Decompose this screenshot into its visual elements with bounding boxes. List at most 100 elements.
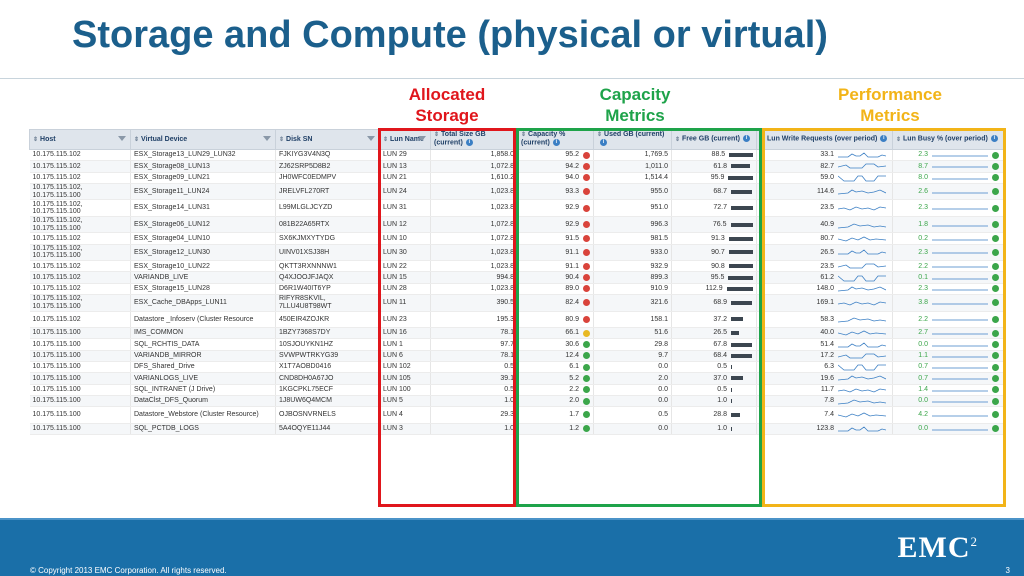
cell-virtual-device: VARIANLOGS_LIVE — [130, 372, 276, 385]
filter-icon[interactable] — [367, 136, 375, 141]
cell-host: 10.175.115.102, 10.175.115.100 — [29, 294, 131, 312]
write-sparkline — [838, 317, 886, 323]
col-header-lun-name[interactable]: ⇕ Lun Name — [379, 129, 431, 150]
sort-icon[interactable]: ⇕ — [597, 132, 603, 139]
table-row[interactable]: 10.175.115.102, 10.175.115.100 ESX_Storag… — [29, 183, 1004, 201]
table-row[interactable]: 10.175.115.100 DFS_Shared_Drive X1T7AOBD04… — [29, 361, 1004, 374]
cell-capacity: 94.2 — [517, 160, 594, 173]
info-icon[interactable]: i — [552, 139, 560, 147]
info-icon[interactable]: i — [465, 139, 473, 147]
sort-icon[interactable]: ⇕ — [383, 136, 389, 143]
table-row[interactable]: 10.175.115.102 ESX_Storage08_LUN13 ZJ62SRP… — [29, 160, 1004, 173]
col-header-free-gb[interactable]: ⇕ Free GB (current) i — [671, 129, 757, 150]
table-row[interactable]: 10.175.115.100 SQL_PCTDB_LOGS 5A4OQYE11J44… — [29, 423, 1004, 435]
table-row[interactable]: 10.175.115.102 ESX_Storage13_LUN29_LUN32 F… — [29, 149, 1004, 162]
cell-virtual-device: SQL_RCHTIS_DATA — [130, 338, 276, 351]
cell-used-gb: 932.9 — [593, 260, 672, 273]
col-header-capacity[interactable]: ⇕ Capacity % (current) i — [517, 129, 594, 150]
sort-icon[interactable]: ⇕ — [434, 132, 440, 139]
cell-used-gb: 0.5 — [593, 406, 672, 424]
free-value: 37.0 — [713, 374, 727, 382]
capacity-value: 5.2 — [569, 374, 579, 382]
info-icon[interactable]: i — [990, 135, 998, 143]
col-header-lun-busy[interactable]: ⇕ Lun Busy % (over period) i — [892, 129, 1004, 150]
cell-lun-write: 82.7 — [756, 160, 893, 173]
busy-sparkline — [932, 266, 988, 268]
filter-icon[interactable] — [263, 136, 271, 141]
free-bar — [728, 250, 753, 255]
sort-icon[interactable]: ⇕ — [675, 136, 681, 143]
write-sparkline — [838, 223, 886, 229]
cell-lun-name: LUN 1 — [379, 338, 431, 351]
table-row[interactable]: 10.175.115.100 Datastore_Webstore (Cluste… — [29, 406, 1004, 424]
table-row[interactable]: 10.175.115.100 VARIANDB_MIRROR SVWPWTRKYG3… — [29, 350, 1004, 362]
sort-icon[interactable]: ⇕ — [279, 136, 285, 143]
filter-icon[interactable] — [118, 136, 126, 141]
table-row[interactable]: 10.175.115.102 ESX_Storage15_LUN28 D6R1W40… — [29, 283, 1004, 296]
busy-sparkline — [932, 239, 988, 240]
col-header-virtual-device[interactable]: ⇕ Virtual Device — [130, 129, 276, 150]
info-icon[interactable]: i — [743, 135, 750, 143]
col-header-lun-write[interactable]: ⇕ Lun Write Requests (over period) i — [756, 129, 893, 150]
cell-lun-write: 11.7 — [756, 384, 893, 396]
write-sparkline — [838, 330, 886, 336]
green-status-icon — [992, 315, 999, 323]
capacity-metrics-frame — [516, 128, 762, 507]
table-row[interactable]: 10.175.115.100 VARIANLOGS_LIVE CND8DH0A67J… — [29, 372, 1004, 385]
free-bar — [730, 222, 753, 227]
capacity-value: 66.1 — [565, 329, 579, 337]
col-header-used-gb[interactable]: ⇕ Used GB (current)i — [593, 129, 672, 150]
free-bar — [731, 189, 752, 194]
free-bar — [728, 275, 753, 280]
sort-icon[interactable]: ⇕ — [134, 136, 140, 143]
cell-disk-sn: 081B22A65RTX — [275, 216, 380, 234]
write-value: 33.1 — [820, 151, 834, 159]
filter-icon[interactable] — [418, 136, 426, 141]
table-row[interactable]: 10.175.115.102, 10.175.115.100 ESX_Storag… — [29, 199, 1004, 217]
table-row[interactable]: 10.175.115.102 ESX_Storage09_LUN21 JH0WFC0… — [29, 172, 1004, 184]
col-header-disk-sn[interactable]: ⇕ Disk SN — [275, 129, 380, 150]
busy-value: 0.7 — [918, 374, 928, 382]
cell-capacity: 6.1 — [517, 361, 594, 374]
table-row[interactable]: 10.175.115.102 Datastore _Infoserv (Clust… — [29, 311, 1004, 329]
capacity-value: 12.4 — [565, 352, 579, 360]
cell-virtual-device: ESX_Storage10_LUN22 — [130, 260, 276, 273]
cell-virtual-device: Datastore_Webstore (Cluster Resource) — [130, 406, 276, 424]
table-row[interactable]: 10.175.115.100 DataClst_DFS_Quorum 1J8UW6Q… — [29, 395, 1004, 408]
storage-grid: ⇕ Host ⇕ Virtual Device ⇕ Disk SN ⇕ Lun Name… — [29, 129, 1004, 508]
performance-metrics-label: Performance Metrics — [830, 84, 950, 126]
write-value: 58.3 — [820, 315, 834, 323]
free-bar — [731, 412, 740, 417]
table-row[interactable]: 10.175.115.100 IMS_COMMON 1BZY7368S7DY LUN … — [29, 327, 1004, 340]
table-row[interactable]: 10.175.115.100 SQL_RCHTIS_DATA 10SJOUYKN1H… — [29, 338, 1004, 351]
capacity-value: 91.5 — [565, 234, 579, 242]
free-bar — [731, 206, 753, 211]
capacity-value: 93.3 — [565, 187, 579, 195]
free-value: 37.2 — [713, 315, 727, 323]
busy-sparkline — [932, 225, 988, 227]
busy-sparkline — [932, 192, 988, 194]
cell-virtual-device: ESX_Storage06_LUN12 — [130, 216, 276, 234]
table-row[interactable]: 10.175.115.102 ESX_Storage10_LUN22 QKTT3RX… — [29, 260, 1004, 273]
table-row[interactable]: 10.175.115.100 SQL_INTRANET (J Drive) 1KGC… — [29, 384, 1004, 396]
info-icon[interactable]: i — [600, 139, 607, 147]
green-status-icon — [583, 425, 590, 433]
sort-icon[interactable]: ⇕ — [521, 132, 527, 139]
cell-free-gb: 90.7 — [671, 244, 757, 262]
write-value: 7.4 — [824, 411, 834, 419]
free-value: 112.9 — [705, 285, 723, 293]
info-icon[interactable]: i — [880, 135, 888, 143]
capacity-label-line1: Capacity — [599, 85, 671, 104]
cell-disk-sn: SVWPWTRKYG39 — [275, 350, 380, 362]
table-row[interactable]: 10.175.115.102 VARIANDB_LIVE Q4XJOOJFJAQX L… — [29, 271, 1004, 284]
table-row[interactable]: 10.175.115.102 ESX_Storage04_LUN10 SX6KJMX… — [29, 232, 1004, 245]
sort-icon[interactable]: ⇕ — [33, 136, 39, 143]
col-header-host[interactable]: ⇕ Host — [29, 129, 131, 150]
busy-value: 2.2 — [918, 315, 928, 323]
table-row[interactable]: 10.175.115.102, 10.175.115.100 ESX_Storag… — [29, 244, 1004, 262]
table-row[interactable]: 10.175.115.102, 10.175.115.100 ESX_Cache_… — [29, 294, 1004, 312]
cell-virtual-device: ESX_Cache_DBApps_LUN11 — [130, 294, 276, 312]
table-row[interactable]: 10.175.115.102, 10.175.115.100 ESX_Storag… — [29, 216, 1004, 234]
sort-icon[interactable]: ⇕ — [896, 136, 902, 143]
cell-used-gb: 0.0 — [593, 361, 672, 374]
